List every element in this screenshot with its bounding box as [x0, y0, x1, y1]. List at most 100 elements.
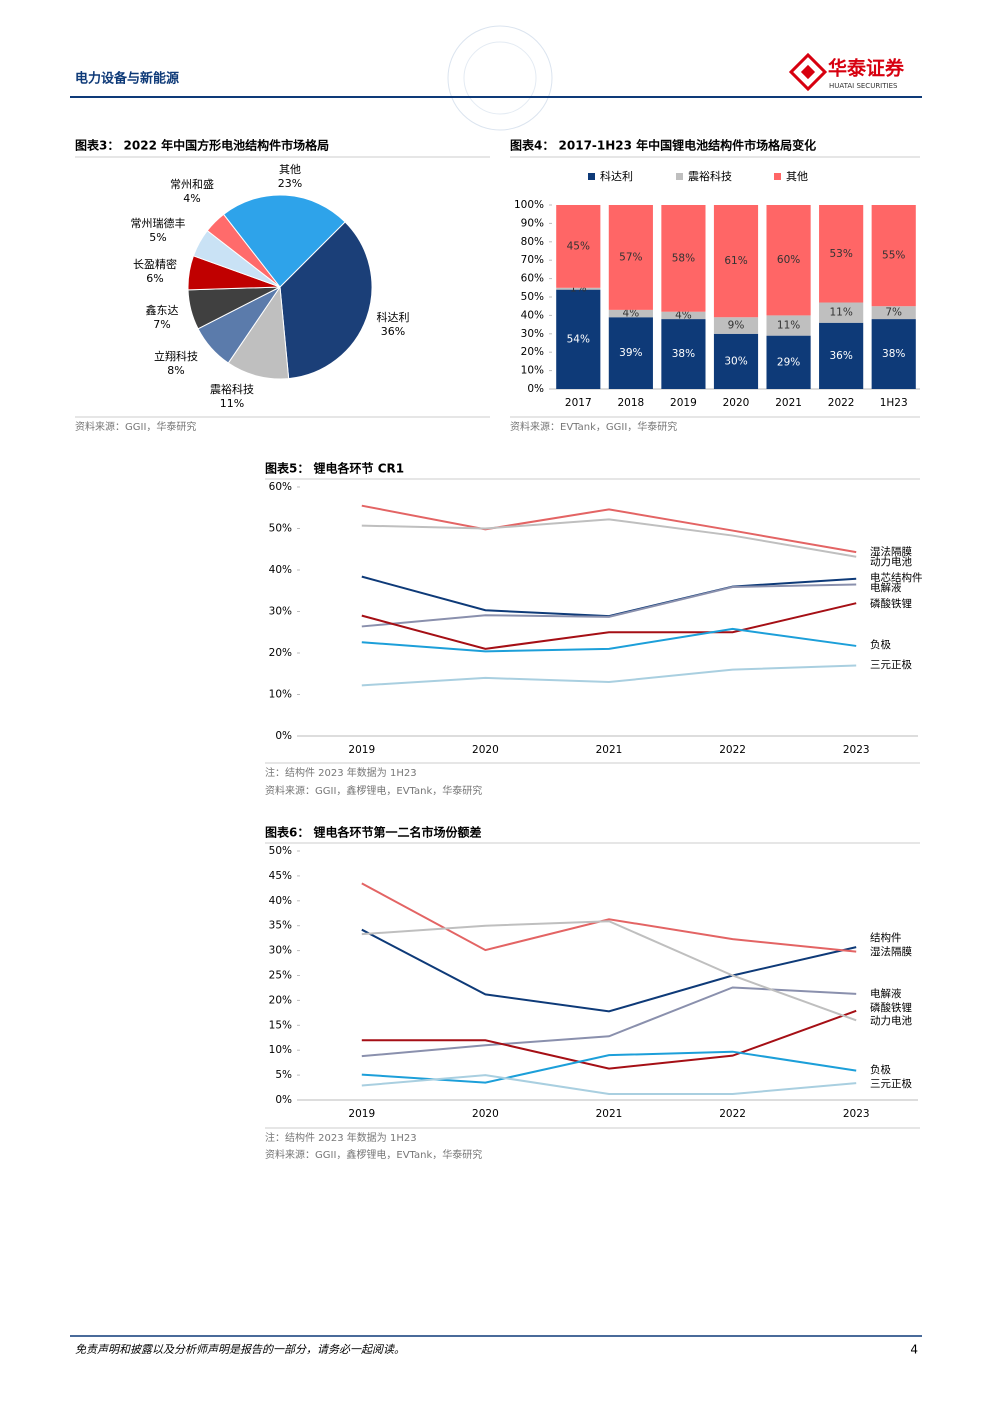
bar-value-label: 57% [619, 251, 642, 263]
chart-source: 资料来源：GGII，鑫椤锂电，EVTank，华泰研究 [265, 1148, 482, 1161]
y-tick-label: 25% [269, 970, 292, 982]
logo-subtext: HUATAI SECURITIES [829, 82, 898, 90]
series-end-label: 动力电池 [870, 555, 912, 568]
y-tick-label: 0% [275, 730, 292, 742]
bar-segment [713, 205, 759, 318]
slice-value: 11% [220, 397, 244, 410]
x-tick-label: 2019 [348, 744, 375, 756]
series-line [361, 1074, 857, 1096]
bar-value-label: 60% [777, 254, 800, 266]
series-end-label: 负极 [870, 638, 891, 651]
series-end-label: 湿法隔膜 [870, 945, 912, 958]
bar-value-label: 30% [724, 355, 747, 367]
slice-value: 7% [153, 318, 170, 331]
legend-label: 震裕科技 [688, 169, 732, 183]
x-tick-label: 2022 [828, 397, 855, 409]
bar-value-label: 55% [882, 250, 905, 262]
bar-segment [819, 322, 864, 389]
bar-value-label: 45% [567, 240, 590, 252]
x-tick-label: 2023 [843, 744, 870, 756]
series-line [361, 627, 857, 653]
bar-value-label: 53% [829, 248, 852, 260]
section-title: 电力设备与新能源 [75, 71, 179, 87]
series-line [361, 504, 857, 554]
y-tick-label: 0% [527, 383, 544, 395]
x-tick-label: 2019 [348, 1108, 375, 1120]
bar-segment [766, 205, 811, 316]
chart-source: 资料来源：GGII，鑫椤锂电，EVTank，华泰研究 [265, 784, 482, 797]
x-tick-label: 2020 [472, 744, 499, 756]
bar-segment [556, 287, 601, 290]
bar-segment [871, 205, 916, 307]
slice-value: 23% [278, 177, 302, 190]
bar-segment [608, 205, 653, 310]
chart-source: 资料来源：EVTank，GGII，华泰研究 [510, 420, 677, 433]
y-tick-label: 10% [269, 1044, 292, 1056]
series-line [361, 882, 857, 953]
pie-slice [222, 194, 346, 288]
bar-segment [661, 205, 706, 312]
bar-segment [766, 315, 811, 336]
legend-label: 科达利 [600, 169, 633, 183]
legend-swatch [774, 173, 781, 180]
y-tick-label: 90% [521, 217, 544, 229]
bar-value-label: 11% [829, 307, 852, 319]
legend-swatch [676, 173, 683, 180]
bar-value-label: 29% [777, 356, 800, 368]
series-line [361, 928, 857, 1013]
header-globe [447, 25, 553, 131]
x-tick-label: 2020 [472, 1108, 499, 1120]
header-globe [463, 41, 537, 115]
slice-name: 科达利 [377, 310, 410, 324]
logo-icon [788, 52, 828, 92]
series-end-label: 电解液 [870, 581, 902, 594]
bar-value-label: 7% [885, 307, 902, 319]
slice-value: 6% [146, 272, 163, 285]
x-tick-label: 2021 [596, 744, 623, 756]
y-tick-label: 20% [269, 994, 292, 1006]
series-end-label: 磷酸铁锂 [870, 597, 912, 610]
pie-slice [279, 221, 373, 380]
bar-segment [713, 317, 759, 334]
chart-title: 图表6： 锂电各环节第一二名市场份额差 [265, 825, 482, 840]
y-tick-label: 80% [521, 236, 544, 248]
y-tick-label: 20% [269, 647, 292, 659]
x-tick-label: 2022 [719, 744, 746, 756]
bar-segment [871, 319, 916, 389]
y-tick-label: 20% [521, 346, 544, 358]
series-end-label: 三元正极 [870, 658, 912, 671]
series-end-label: 磷酸铁锂 [870, 1001, 912, 1014]
y-tick-label: 30% [521, 328, 544, 340]
slice-name: 长盈精密 [133, 257, 177, 271]
chart-title: 图表3： 2022 年中国方形电池结构件市场格局 [75, 138, 329, 153]
bar-segment [556, 205, 601, 288]
bar-value-label: 4% [623, 308, 640, 320]
series-line [361, 986, 857, 1058]
slice-name: 震裕科技 [210, 382, 254, 396]
y-tick-label: 45% [269, 870, 292, 882]
chart-note: 注：结构件 2023 年数据为 1H23 [265, 1131, 417, 1144]
series-line [361, 518, 857, 558]
bar-value-label: 54% [567, 333, 590, 345]
bar-segment [871, 306, 916, 320]
y-tick-label: 40% [521, 309, 544, 321]
bar-segment [713, 333, 759, 389]
y-tick-label: 50% [269, 523, 292, 535]
series-line [361, 1050, 857, 1084]
series-line [361, 664, 857, 687]
series-end-label: 动力电池 [870, 1014, 912, 1027]
y-tick-label: 5% [275, 1069, 292, 1081]
legend-label: 其他 [786, 170, 808, 183]
y-tick-label: 60% [269, 481, 292, 493]
bar-segment [556, 289, 601, 389]
slice-value: 5% [149, 231, 166, 244]
slice-name: 立翔科技 [154, 349, 198, 363]
slice-name: 常州和盛 [170, 177, 214, 191]
y-tick-label: 10% [269, 689, 292, 701]
bar-segment [608, 317, 653, 389]
series-line [361, 575, 857, 618]
y-tick-label: 40% [269, 895, 292, 907]
y-tick-label: 60% [521, 273, 544, 285]
y-tick-label: 70% [521, 254, 544, 266]
slice-name: 常州瑞德丰 [131, 216, 186, 230]
